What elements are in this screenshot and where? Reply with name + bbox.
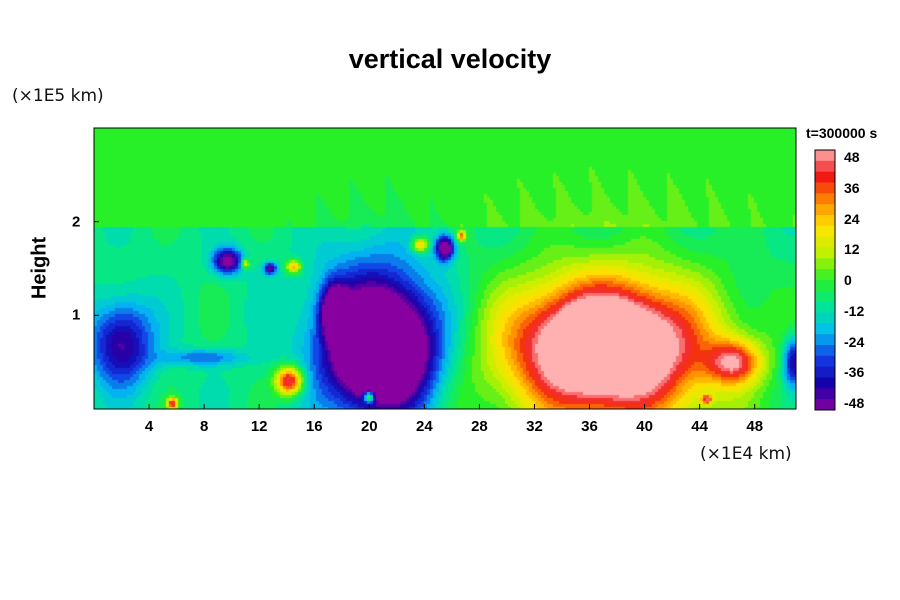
x-axis-unit-label: (×1E4 km) — [700, 444, 792, 464]
colorbar-tick-label: 36 — [844, 179, 860, 196]
x-tick-label: 40 — [636, 418, 653, 435]
x-tick-label: 36 — [581, 418, 598, 435]
x-tick-label: 20 — [360, 418, 378, 435]
colorbar-band — [815, 258, 835, 270]
colorbar-band — [815, 345, 835, 357]
y-tick-label: 1 — [72, 306, 81, 324]
x-tick-label: 48 — [746, 418, 764, 435]
colorbar-band — [815, 334, 835, 346]
colorbar-band — [815, 301, 835, 313]
x-tick-label: 16 — [305, 418, 323, 435]
colorbar-band — [815, 399, 835, 411]
colorbar-band — [815, 193, 835, 205]
colorbar-tick-label: 24 — [844, 210, 860, 227]
colorbar-band — [815, 290, 835, 303]
colorbar-tick-label: 48 — [844, 149, 860, 165]
colorbar-tick-label: 0 — [844, 272, 852, 288]
x-tick-label: 12 — [250, 418, 268, 435]
colorbar-band — [815, 160, 835, 173]
colorbar-band — [815, 215, 835, 227]
colorbar-tick-label: -24 — [844, 333, 865, 350]
colorbar-band — [815, 171, 835, 183]
heatmap-field — [94, 128, 796, 409]
y-axis-unit-label: (×1E5 km) — [12, 86, 104, 106]
x-tick-label: 4 — [144, 418, 154, 435]
colorbar-band — [815, 236, 835, 248]
colorbar-tick-label: -36 — [844, 364, 865, 381]
colorbar-band — [815, 355, 835, 368]
x-tick-label: 28 — [471, 418, 488, 435]
colorbar-band — [815, 312, 835, 324]
colorbar-band — [815, 388, 835, 400]
colorbar-band — [815, 204, 835, 216]
x-tick-label: 44 — [691, 418, 708, 435]
colorbar-band — [815, 280, 835, 292]
x-tick-label: 8 — [199, 418, 209, 435]
colorbar-tick-label: -48 — [844, 395, 865, 411]
plot-frame — [93, 127, 797, 410]
chart-title: vertical velocity — [348, 44, 552, 74]
colorbar-band — [815, 323, 835, 335]
colorbar-tick-label: -12 — [844, 302, 865, 319]
x-tick-label: 32 — [526, 418, 543, 435]
colorbar-band — [815, 377, 835, 389]
colorbar-band — [815, 225, 835, 238]
y-tick-label: 2 — [72, 213, 81, 231]
colorbar-band — [815, 150, 835, 162]
colorbar-band — [815, 269, 835, 281]
colorbar-tick-label: 12 — [844, 241, 860, 258]
colorbar-band — [815, 182, 835, 194]
colorbar-band — [815, 366, 835, 378]
time-label: t=300000 s — [806, 125, 878, 141]
x-tick-label: 24 — [416, 418, 433, 435]
colorbar-frame — [814, 149, 836, 411]
colorbar-band — [815, 247, 835, 259]
